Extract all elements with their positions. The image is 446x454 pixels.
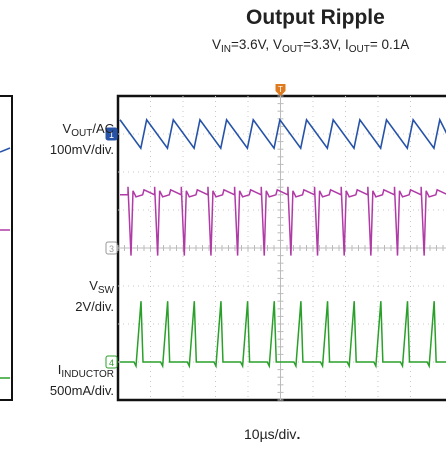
- vout-label-sub: OUT: [71, 128, 93, 139]
- left-panel-trace-1: [0, 147, 11, 153]
- chart-title: Output Ripple: [246, 6, 385, 29]
- channel-1-marker: [105, 127, 118, 141]
- channel-1-marker-label: 1: [109, 130, 114, 140]
- iout-sub: OUT: [348, 44, 370, 55]
- trigger-marker-label: T: [278, 85, 283, 94]
- switch-node-trace: [120, 186, 446, 256]
- vsw-channel-label: VSW 2V/div.: [75, 278, 114, 315]
- vout-prefix: V: [272, 37, 282, 52]
- channel-4-marker: [105, 355, 118, 369]
- vsw-label-prefix: V: [89, 278, 98, 293]
- vin-prefix: V: [212, 37, 222, 52]
- vout-label-prefix: V: [62, 121, 72, 136]
- vout-channel-label: VOUT/AC 100mV/div.: [50, 121, 114, 158]
- trigger-marker: [275, 84, 286, 96]
- channel-4-marker-label: 4: [109, 358, 114, 368]
- inductor-channel-label: IINDUCTOR 500mA/div.: [50, 362, 114, 399]
- inductor-label-prefix: I: [57, 362, 62, 377]
- vout-value: =3.3V,: [303, 37, 342, 52]
- vin-sub: IN: [221, 44, 232, 55]
- iout-prefix: I: [345, 37, 349, 52]
- x-axis-label: 10µs/div.: [244, 426, 300, 442]
- inductor-current-trace: [120, 301, 446, 369]
- channel-3-marker-label: 3: [109, 244, 114, 254]
- left-panel-edge: [0, 95, 13, 401]
- chart-subtitle: VIN=3.6V, VOUT=3.3V, IOUT= 0.1A: [212, 37, 409, 55]
- vout-scale: 100mV/div.: [49, 142, 114, 157]
- vout-sub: OUT: [281, 44, 304, 55]
- vsw-scale: 2V/div.: [75, 299, 114, 314]
- time-scale-period: .: [296, 426, 301, 442]
- vout-label-suffix: /AC: [92, 121, 114, 136]
- vin-value: =3.6V,: [231, 37, 270, 52]
- vsw-label-sub: SW: [97, 285, 114, 296]
- inductor-label-sub: INDUCTOR: [61, 369, 114, 380]
- vout-ac-trace: [119, 117, 446, 151]
- iout-value: = 0.1A: [369, 37, 410, 52]
- inductor-scale: 500mA/div.: [49, 383, 114, 398]
- channel-3-marker: [105, 241, 118, 255]
- time-scale: 10µs/div: [244, 426, 297, 442]
